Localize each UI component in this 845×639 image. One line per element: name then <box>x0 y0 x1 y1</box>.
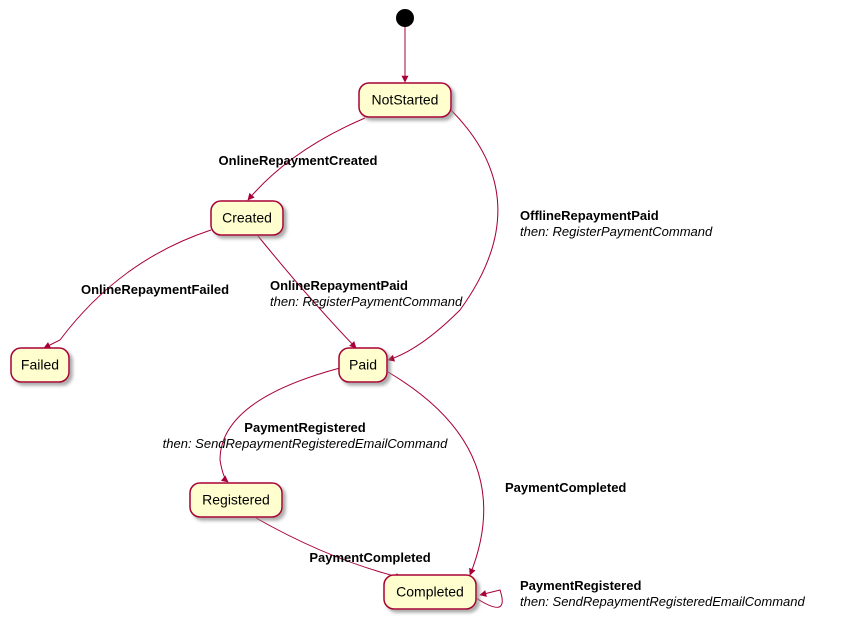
edge-created-paid-then: then: RegisterPaymentCommand <box>270 294 463 309</box>
initial-state <box>396 9 414 27</box>
svg-text:Completed: Completed <box>396 584 464 600</box>
edge-notstarted-created-label: OnlineRepaymentCreated <box>219 153 378 168</box>
edge-paid-registered-then: then: SendRepaymentRegisteredEmailComman… <box>163 436 448 451</box>
state-notstarted: NotStarted <box>359 83 451 117</box>
state-created: Created <box>211 201 283 235</box>
svg-text:Created: Created <box>222 210 272 226</box>
edge-notstarted-paid-then: then: RegisterPaymentCommand <box>520 224 713 239</box>
state-completed: Completed <box>384 575 476 609</box>
edge-completed-self <box>476 590 502 607</box>
edge-registered-completed-label: PaymentCompleted <box>309 550 430 565</box>
svg-text:Registered: Registered <box>202 492 270 508</box>
edge-notstarted-paid-label: OfflineRepaymentPaid <box>520 208 659 223</box>
svg-text:NotStarted: NotStarted <box>372 92 439 108</box>
edge-registered-completed <box>256 518 402 578</box>
edge-completed-self-label: PaymentRegistered <box>520 578 641 593</box>
edge-created-failed-label: OnlineRepaymentFailed <box>81 282 229 297</box>
edge-paid-completed-label: PaymentCompleted <box>505 480 626 495</box>
state-paid: Paid <box>339 348 387 382</box>
edge-created-paid-label: OnlineRepaymentPaid <box>270 278 408 293</box>
state-failed: Failed <box>11 348 69 382</box>
svg-text:Paid: Paid <box>349 357 377 373</box>
edge-paid-registered-label: PaymentRegistered <box>244 420 365 435</box>
edge-paid-completed <box>388 372 484 575</box>
state-registered: Registered <box>190 483 282 517</box>
edge-completed-self-then: then: SendRepaymentRegisteredEmailComman… <box>520 594 805 609</box>
edge-notstarted-paid <box>388 110 498 360</box>
svg-text:Failed: Failed <box>21 357 59 373</box>
